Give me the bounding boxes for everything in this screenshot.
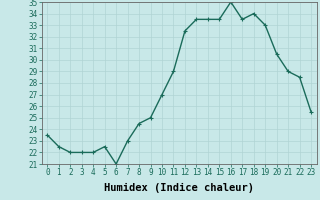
- X-axis label: Humidex (Indice chaleur): Humidex (Indice chaleur): [104, 183, 254, 193]
